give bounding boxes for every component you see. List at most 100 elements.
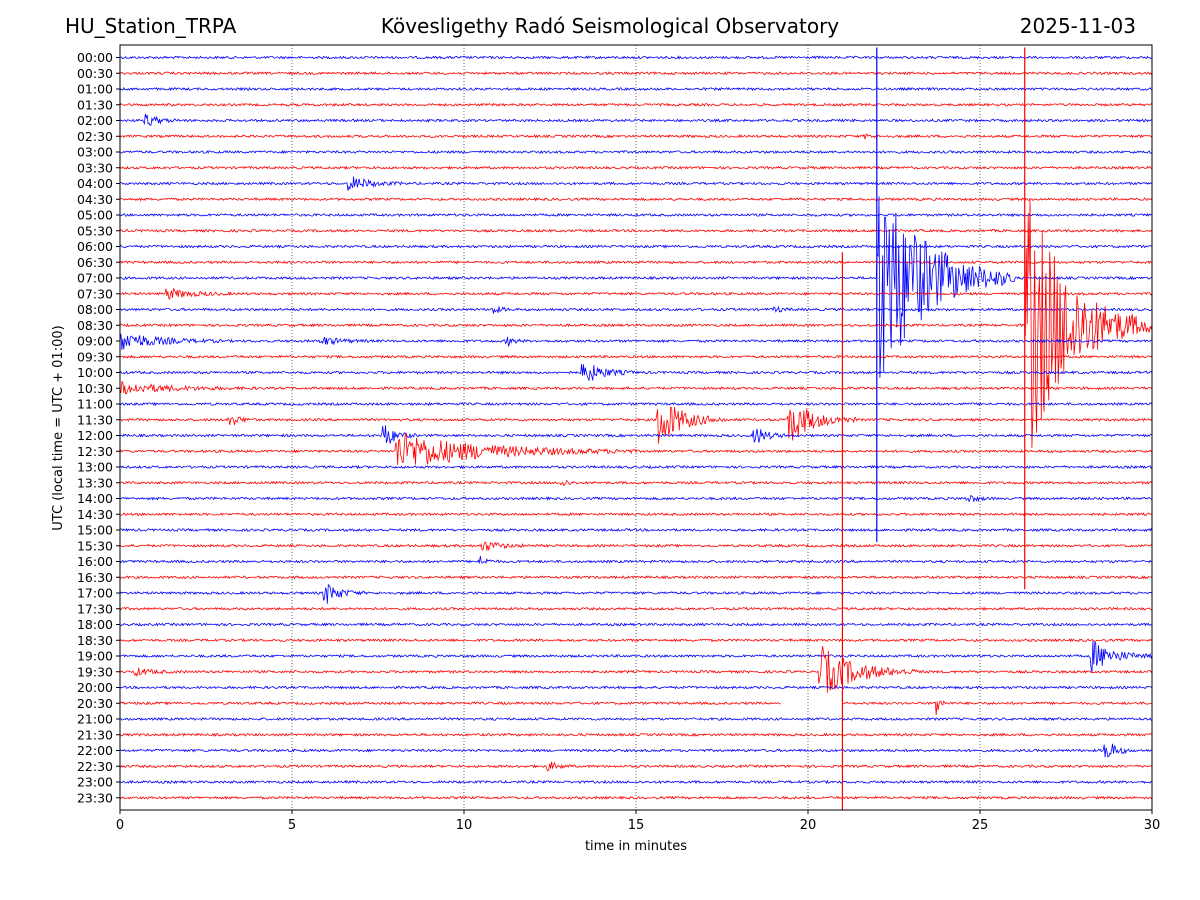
y-tick-label: 09:30: [77, 349, 113, 364]
y-tick-label: 23:00: [77, 775, 113, 790]
trace-04:30: [119, 197, 1153, 202]
y-tick-label: 22:00: [77, 743, 113, 758]
y-tick-label: 04:30: [77, 192, 113, 207]
x-tick-label: 10: [456, 818, 473, 833]
spike-group: [841, 47, 1026, 810]
y-tick-label: 15:00: [77, 523, 113, 538]
y-tick-label: 02:00: [77, 113, 113, 128]
x-ticks: 0 5 10 15 20 25 30: [116, 810, 1160, 833]
trace-18:00: [119, 622, 1153, 627]
y-tick-label: 08:30: [77, 318, 113, 333]
y-axis-label: UTC (local time = UTC + 01:00): [51, 325, 66, 530]
y-tick-label: 10:00: [77, 365, 113, 380]
y-tick-label: 01:00: [77, 82, 113, 97]
trace-05:30: [119, 228, 1153, 233]
y-tick-label: 18:00: [77, 617, 113, 632]
trace-17:30: [119, 606, 1153, 611]
trace-02:30: [119, 133, 1153, 140]
trace-group: [119, 55, 1153, 800]
y-tick-labels: 00:0000:3001:0001:3002:0002:3003:0003:30…: [77, 50, 120, 805]
trace-02:00: [119, 113, 1152, 126]
y-tick-label: 01:30: [77, 97, 113, 112]
y-tick-label: 06:30: [77, 255, 113, 270]
trace-07:00: [119, 196, 1153, 378]
y-tick-label: 20:30: [77, 696, 113, 711]
trace-12:30: [119, 433, 1153, 466]
y-tick-label: 09:00: [77, 334, 113, 349]
y-tick-label: 10:30: [77, 381, 113, 396]
trace-03:30: [119, 165, 1152, 170]
trace-06:30: [119, 260, 1153, 265]
trace-00:30: [119, 71, 1153, 76]
trace-08:30: [119, 199, 1153, 448]
y-tick-label: 05:30: [77, 223, 113, 238]
trace-10:00: [119, 363, 1153, 381]
x-tick-label: 15: [628, 818, 645, 833]
y-tick-label: 20:00: [77, 680, 113, 695]
trace-04:00: [119, 176, 1153, 191]
trace-20:30: [119, 700, 1153, 716]
trace-01:30: [119, 102, 1153, 107]
x-tick-label: 20: [800, 818, 817, 833]
trace-19:30: [119, 646, 1153, 693]
x-tick-label: 5: [288, 818, 296, 833]
trace-13:00: [119, 464, 1153, 470]
y-tick-label: 13:00: [77, 460, 113, 475]
observatory-title: Kövesligethy Radó Seismological Observat…: [380, 14, 840, 38]
y-tick-label: 21:00: [77, 712, 113, 727]
trace-06:00: [119, 244, 1153, 249]
y-tick-label: 02:30: [77, 129, 113, 144]
station-title: HU_Station_TRPA: [65, 14, 237, 38]
y-tick-label: 00:30: [77, 66, 113, 81]
trace-18:30: [119, 638, 1153, 643]
y-tick-label: 05:00: [77, 208, 113, 223]
trace-15:00: [119, 527, 1153, 533]
y-tick-label: 17:00: [77, 586, 113, 601]
trace-07:30: [119, 287, 1153, 300]
trace-23:00: [119, 779, 1153, 785]
trace-20:00: [119, 685, 1153, 690]
trace-22:30: [119, 761, 1153, 772]
y-tick-label: 13:30: [77, 475, 113, 490]
trace-11:00: [119, 401, 1153, 407]
trace-13:30: [119, 479, 1153, 487]
trace-01:00: [119, 86, 1152, 92]
trace-08:00: [119, 305, 1153, 314]
y-tick-label: 18:30: [77, 633, 113, 648]
y-tick-label: 12:30: [77, 444, 113, 459]
y-tick-label: 14:00: [77, 491, 113, 506]
y-tick-label: 23:30: [77, 790, 113, 805]
trace-15:30: [119, 541, 1153, 552]
trace-21:00: [119, 716, 1153, 722]
y-tick-label: 06:00: [77, 239, 113, 254]
y-tick-label: 08:00: [77, 302, 113, 317]
trace-09:00: [119, 333, 1153, 350]
trace-21:30: [119, 732, 1153, 737]
trace-16:00: [119, 555, 1153, 564]
y-tick-label: 19:30: [77, 664, 113, 679]
x-tick-label: 30: [1144, 818, 1161, 833]
trace-05:00: [119, 212, 1153, 218]
y-tick-label: 04:00: [77, 176, 113, 191]
y-tick-label: 03:30: [77, 160, 113, 175]
trace-11:30: [119, 406, 1153, 444]
y-tick-label: 03:00: [77, 145, 113, 160]
y-tick-label: 19:00: [77, 649, 113, 664]
trace-03:00: [119, 149, 1153, 155]
y-tick-label: 22:30: [77, 759, 113, 774]
y-tick-label: 12:00: [77, 428, 113, 443]
y-tick-label: 16:00: [77, 554, 113, 569]
x-tick-label: 25: [972, 818, 989, 833]
trace-23:30: [119, 795, 1153, 800]
date-title: 2025-11-03: [1019, 14, 1136, 38]
trace-12:00: [119, 425, 1153, 444]
trace-17:00: [119, 583, 1153, 604]
trace-00:00: [119, 55, 1153, 60]
trace-14:30: [119, 512, 1153, 517]
y-tick-label: 11:00: [77, 397, 113, 412]
y-tick-label: 07:30: [77, 286, 113, 301]
trace-16:30: [119, 575, 1153, 580]
x-tick-label: 0: [116, 818, 124, 833]
trace-22:00: [119, 743, 1153, 758]
